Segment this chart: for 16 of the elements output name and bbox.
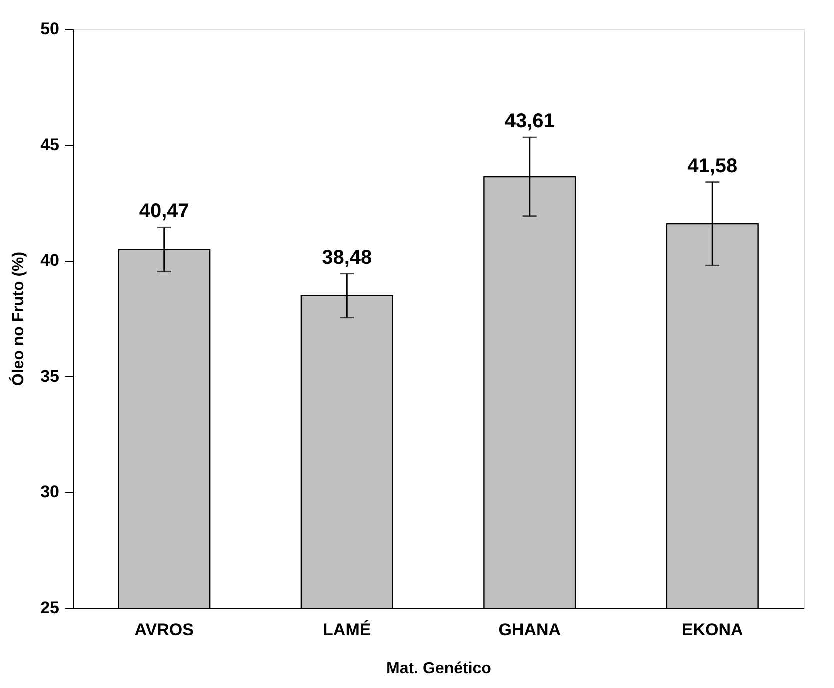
y-tick-label: 30 <box>40 482 60 502</box>
y-tick-label: 35 <box>40 366 60 386</box>
y-tick-label: 25 <box>40 598 60 618</box>
x-tick-label: LAMÉ <box>323 620 372 640</box>
y-axis-title: Óleo no Fruto (%) <box>8 252 28 386</box>
x-tick-label: GHANA <box>498 620 562 640</box>
data-label: 38,48 <box>322 246 372 269</box>
x-tick-label: AVROS <box>134 620 194 640</box>
data-label: 43,61 <box>504 110 555 133</box>
data-label: 41,58 <box>688 155 738 178</box>
data-label: 40,47 <box>139 200 190 223</box>
x-axis-title: Mat. Genético <box>386 660 492 678</box>
y-tick-label: 40 <box>40 251 60 270</box>
y-tick-label: 50 <box>40 20 60 38</box>
y-tick-label: 45 <box>40 135 60 154</box>
x-tick-label: EKONA <box>682 620 744 640</box>
